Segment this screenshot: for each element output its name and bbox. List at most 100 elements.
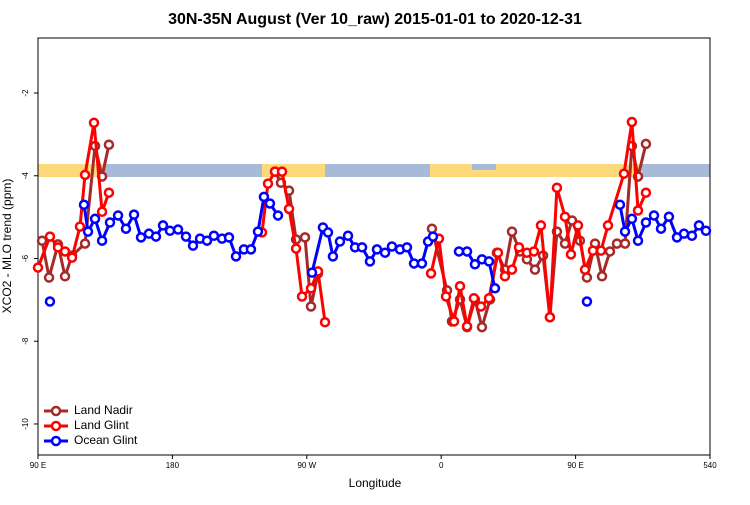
data-point xyxy=(595,245,607,256)
data-point xyxy=(427,231,439,242)
data-point xyxy=(32,262,44,273)
series-line xyxy=(260,170,327,323)
data-point xyxy=(544,311,556,323)
series xyxy=(44,191,712,307)
data-point xyxy=(44,296,56,307)
data-point xyxy=(306,267,318,278)
y-tick-label: -6 xyxy=(21,254,30,262)
series xyxy=(32,116,652,332)
data-point xyxy=(290,243,302,254)
land-strip xyxy=(38,164,105,177)
data-point xyxy=(454,280,466,292)
data-point xyxy=(135,232,147,243)
data-point xyxy=(223,232,235,243)
data-point xyxy=(128,209,140,220)
data-point xyxy=(655,223,667,234)
data-point xyxy=(469,259,481,270)
data-point xyxy=(483,292,495,304)
data-point xyxy=(74,221,86,232)
data-point xyxy=(640,217,652,228)
data-point xyxy=(252,226,264,237)
y-axis-label: XCO2 - MLO trend (ppm) xyxy=(0,179,14,314)
x-tick-label: 90 E xyxy=(30,461,46,470)
data-point xyxy=(187,240,199,251)
data-point xyxy=(468,292,480,304)
data-point xyxy=(150,231,162,242)
data-point xyxy=(305,301,317,312)
y-tick-label: -8 xyxy=(21,337,30,345)
data-point xyxy=(535,220,547,231)
data-point xyxy=(581,296,593,307)
data-point xyxy=(551,182,563,194)
data-point xyxy=(648,210,660,221)
data-point xyxy=(626,213,638,225)
data-point xyxy=(572,220,584,231)
chart-title: 30N-35N August (Ver 10_raw) 2015-01-01 t… xyxy=(168,11,582,28)
land-strip xyxy=(472,170,496,177)
data-point xyxy=(164,225,176,237)
series-line xyxy=(36,122,111,269)
data-point xyxy=(276,166,288,177)
data-point xyxy=(416,258,428,269)
data-point xyxy=(262,178,274,189)
data-point xyxy=(506,226,518,237)
x-tick-label: 0 xyxy=(439,461,444,470)
data-point xyxy=(611,238,623,249)
data-point xyxy=(201,235,213,246)
data-point xyxy=(448,316,460,327)
data-point xyxy=(43,272,55,283)
data-point xyxy=(528,246,540,257)
data-point xyxy=(587,245,599,256)
data-point xyxy=(604,246,616,257)
data-point xyxy=(283,203,295,215)
data-point xyxy=(356,242,368,253)
data-point xyxy=(440,291,452,302)
data-point xyxy=(245,244,257,255)
data-point xyxy=(296,291,308,302)
data-point xyxy=(103,187,115,198)
legend-marker xyxy=(50,420,62,432)
land-strip xyxy=(496,164,642,177)
data-point xyxy=(104,217,116,228)
data-point xyxy=(334,236,346,247)
data-point xyxy=(513,242,525,253)
plot-frame xyxy=(37,37,711,456)
data-point xyxy=(693,220,705,231)
data-point xyxy=(342,230,354,241)
data-point xyxy=(88,117,100,129)
data-point xyxy=(112,210,124,221)
data-point xyxy=(579,264,591,275)
x-tick-label: 90 W xyxy=(297,461,316,470)
data-point xyxy=(492,247,504,258)
data-point xyxy=(79,169,91,181)
data-point xyxy=(663,211,675,222)
data-point xyxy=(120,223,132,234)
x-axis-label: Longitude xyxy=(349,476,402,490)
data-point xyxy=(272,210,284,221)
data-point xyxy=(59,246,71,257)
data-point xyxy=(36,235,48,246)
data-point xyxy=(96,235,108,246)
x-tick-label: 540 xyxy=(703,461,717,470)
data-point xyxy=(640,187,652,198)
data-point xyxy=(82,226,94,237)
data-point xyxy=(89,213,101,225)
data-point xyxy=(559,211,571,222)
data-point xyxy=(453,246,465,257)
data-point xyxy=(264,198,276,209)
y-tick-label: -10 xyxy=(21,418,30,430)
data-point xyxy=(626,116,638,128)
data-point xyxy=(379,247,391,258)
data-point xyxy=(499,271,511,282)
data-point xyxy=(475,301,487,312)
data-point xyxy=(602,220,614,231)
legend-marker xyxy=(50,405,62,417)
data-point xyxy=(614,199,626,210)
data-point xyxy=(230,251,242,262)
data-point xyxy=(258,191,270,203)
data-point xyxy=(529,264,541,275)
data-point xyxy=(327,251,339,262)
data-point xyxy=(44,231,56,242)
data-point xyxy=(425,268,437,279)
